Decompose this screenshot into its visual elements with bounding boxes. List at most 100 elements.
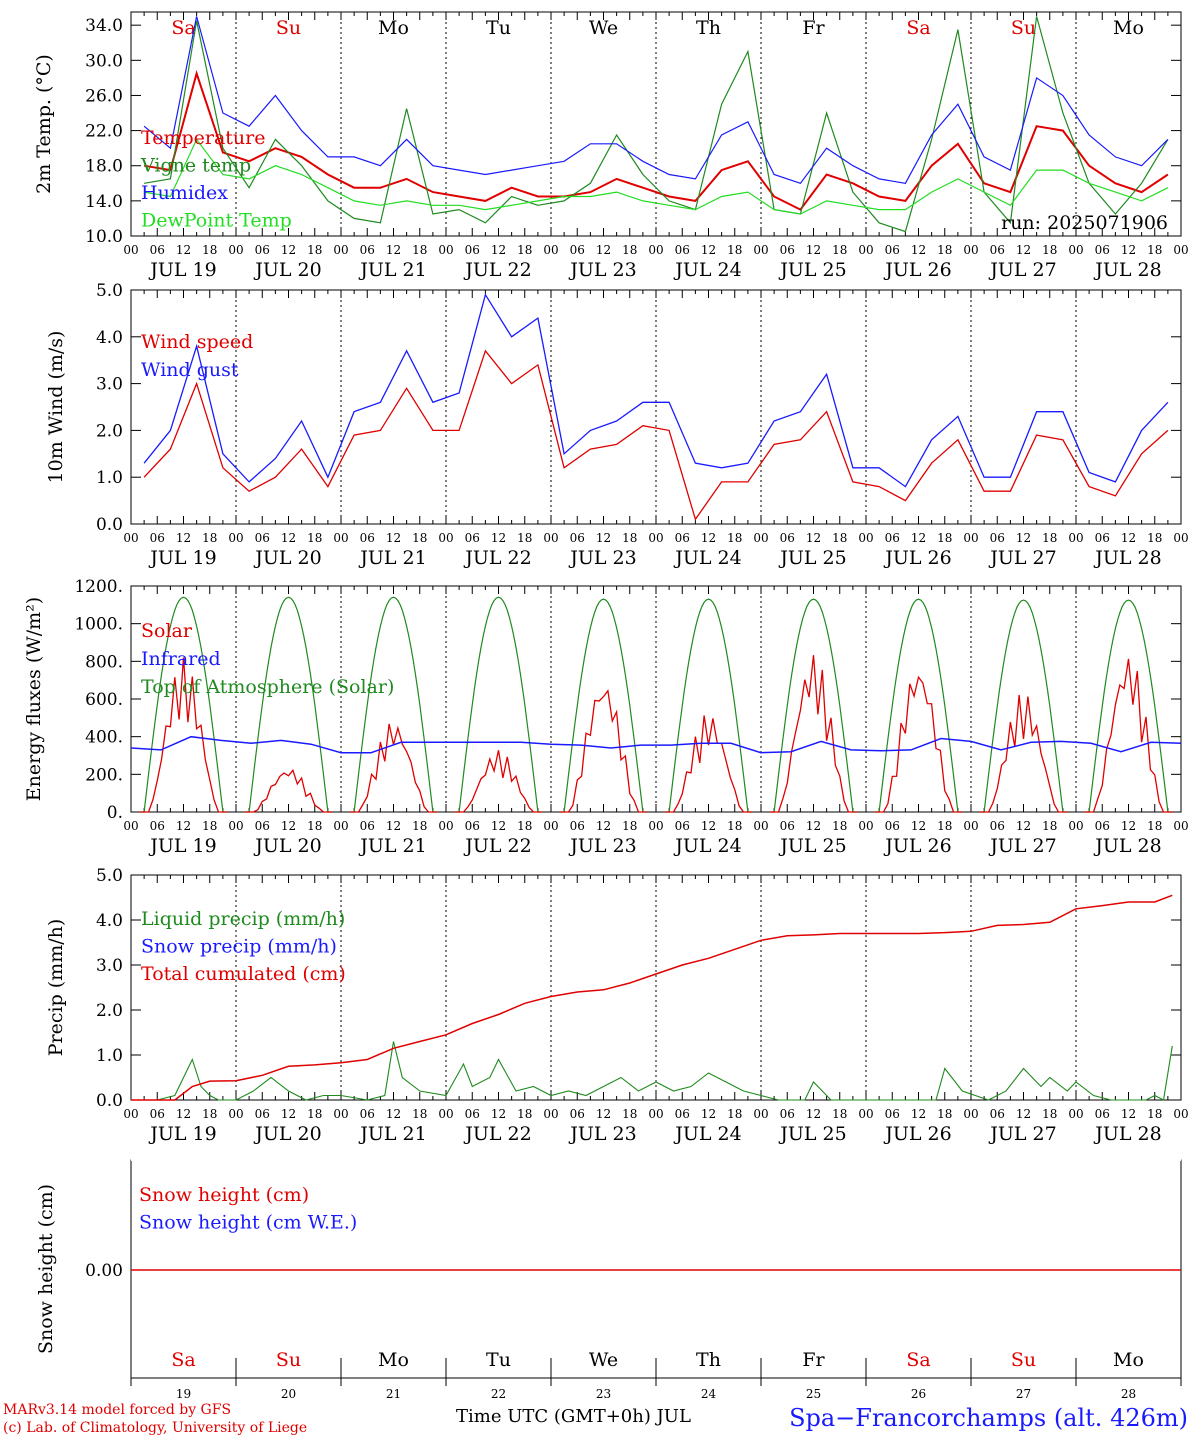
hour-tick-label: 18 xyxy=(1042,819,1057,833)
hour-tick-label: 18 xyxy=(307,243,322,257)
hour-tick-label: 18 xyxy=(307,819,322,833)
series-solar-day-8 xyxy=(874,675,963,813)
day-name: Sa xyxy=(906,1349,930,1371)
hour-tick-label: 18 xyxy=(1147,243,1162,257)
hour-tick-label: 12 xyxy=(1121,1107,1136,1121)
date-label: JUL 26 xyxy=(883,1123,951,1145)
day-number: 22 xyxy=(491,1387,506,1401)
hour-tick-label: 12 xyxy=(596,531,611,545)
date-label: JUL 22 xyxy=(463,835,531,857)
hour-tick-label: 00 xyxy=(228,531,243,545)
hour-tick-label: 18 xyxy=(1147,819,1162,833)
y-tick-label: 4.0 xyxy=(96,328,123,348)
hour-tick-label: 12 xyxy=(281,1107,296,1121)
hour-tick-label: 12 xyxy=(491,1107,506,1121)
hour-tick-label: 00 xyxy=(543,819,558,833)
series-solar-day-5 xyxy=(559,689,648,813)
hour-tick-label: 06 xyxy=(465,243,480,257)
series-temperature xyxy=(143,70,1169,211)
series-top-of-atmosphere-day-1 xyxy=(139,596,228,813)
y-tick-label: 22.0 xyxy=(85,122,123,142)
hour-tick-label: 18 xyxy=(517,819,532,833)
hour-tick-label: 12 xyxy=(1121,243,1136,257)
day-name: Mo xyxy=(1113,1349,1144,1371)
hour-tick-label: 18 xyxy=(937,243,952,257)
series-top-of-atmosphere-day-8 xyxy=(874,598,963,813)
hour-tick-label: 18 xyxy=(412,243,427,257)
hour-tick-label: 00 xyxy=(1173,819,1188,833)
hour-tick-label: 06 xyxy=(1095,819,1110,833)
hour-tick-label: 12 xyxy=(911,1107,926,1121)
hour-tick-label: 00 xyxy=(1068,243,1083,257)
hour-tick-label: 12 xyxy=(176,531,191,545)
run-label: run: 2025071906 xyxy=(1001,212,1168,234)
day-number: 28 xyxy=(1121,1387,1136,1401)
y-tick-label: 0.0 xyxy=(96,515,123,535)
hour-tick-label: 06 xyxy=(885,819,900,833)
hour-tick-label: 06 xyxy=(780,243,795,257)
day-name: Tu xyxy=(486,17,511,39)
hour-tick-label: 12 xyxy=(911,243,926,257)
hour-tick-label: 18 xyxy=(517,243,532,257)
date-label: JUL 23 xyxy=(568,835,636,857)
hour-tick-label: 12 xyxy=(806,819,821,833)
date-label: JUL 24 xyxy=(673,1123,741,1145)
day-name: Mo xyxy=(1113,17,1144,39)
panel-frame-3 xyxy=(130,585,1182,813)
hour-tick-label: 06 xyxy=(675,1107,690,1121)
hour-tick-label: 18 xyxy=(1147,1107,1162,1121)
y-tick-label: 26.0 xyxy=(85,86,123,106)
day-number: 20 xyxy=(281,1387,296,1401)
hour-tick-label: 12 xyxy=(1121,819,1136,833)
series-top-of-atmosphere-day-10 xyxy=(1084,599,1173,813)
y-tick-label: 4.0 xyxy=(96,911,123,931)
hour-tick-label: 00 xyxy=(438,1107,453,1121)
hour-tick-label: 06 xyxy=(465,531,480,545)
date-label: JUL 26 xyxy=(883,547,951,569)
day-name: Tu xyxy=(486,1349,511,1371)
hour-tick-label: 00 xyxy=(753,819,768,833)
x-axis-title: Time UTC (GMT+0h) JUL xyxy=(456,1406,691,1427)
hour-tick-label: 00 xyxy=(543,531,558,545)
hour-tick-label: 12 xyxy=(701,531,716,545)
hour-tick-label: 06 xyxy=(990,531,1005,545)
hour-tick-label: 18 xyxy=(1147,531,1162,545)
hour-tick-label: 00 xyxy=(333,819,348,833)
hour-tick-label: 18 xyxy=(727,531,742,545)
hour-tick-label: 00 xyxy=(438,243,453,257)
date-label: JUL 25 xyxy=(778,547,846,569)
series-solar-day-10 xyxy=(1084,658,1173,813)
legend-liquid-precip-mm-h-: Liquid precip (mm/h) xyxy=(141,908,345,930)
hour-tick-label: 00 xyxy=(228,243,243,257)
hour-tick-label: 18 xyxy=(412,819,427,833)
day-name: Su xyxy=(276,17,301,39)
date-label: JUL 24 xyxy=(673,259,741,281)
hour-tick-label: 12 xyxy=(176,243,191,257)
hour-tick-label: 12 xyxy=(701,819,716,833)
hour-tick-label: 12 xyxy=(491,243,506,257)
day-number: 26 xyxy=(911,1387,926,1401)
hour-tick-label: 12 xyxy=(176,1107,191,1121)
hour-tick-label: 12 xyxy=(1016,243,1031,257)
y-tick-label: 18.0 xyxy=(85,157,123,177)
hour-tick-label: 06 xyxy=(150,819,165,833)
credit-line-1: MARv3.14 model forced by GFS xyxy=(3,1402,232,1418)
date-label: JUL 20 xyxy=(253,259,321,281)
hour-tick-label: 06 xyxy=(465,1107,480,1121)
y-tick-label: 0.0 xyxy=(96,1091,123,1111)
hour-tick-label: 00 xyxy=(1173,1107,1188,1121)
series-top-of-atmosphere-day-7 xyxy=(769,598,858,813)
day-name: Su xyxy=(1011,17,1036,39)
hour-tick-label: 06 xyxy=(990,1107,1005,1121)
day-name: Su xyxy=(276,1349,301,1371)
y-tick-label: 400. xyxy=(85,728,123,748)
hour-tick-label: 12 xyxy=(1016,531,1031,545)
hour-tick-label: 12 xyxy=(386,243,401,257)
day-name: Su xyxy=(1011,1349,1036,1371)
y-tick-label: 3.0 xyxy=(96,956,123,976)
date-label: JUL 22 xyxy=(463,1123,531,1145)
day-name: Fr xyxy=(802,17,825,39)
hour-tick-label: 18 xyxy=(937,531,952,545)
y-axis-label: 10m Wind (m/s) xyxy=(45,331,67,484)
